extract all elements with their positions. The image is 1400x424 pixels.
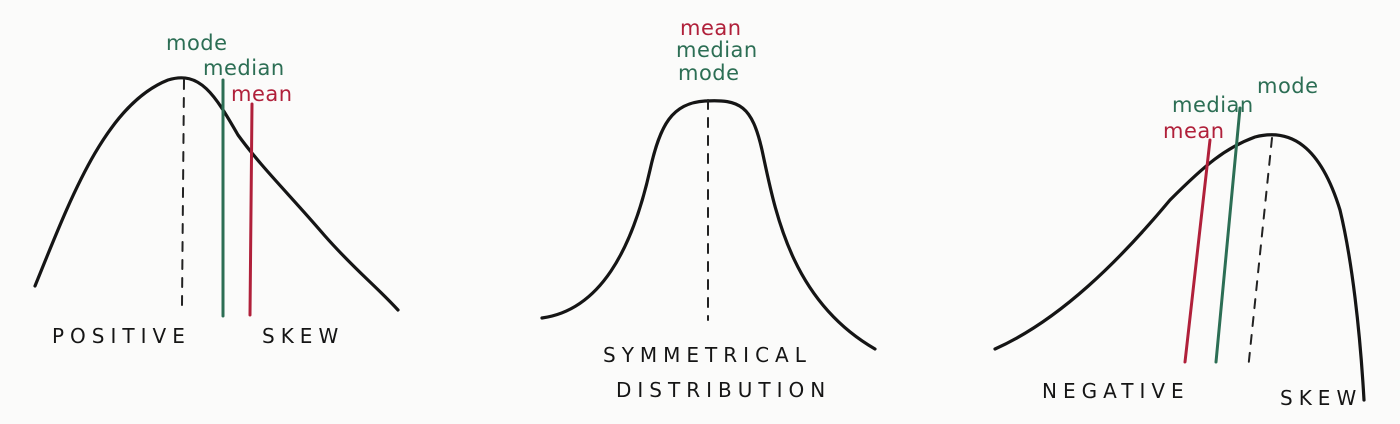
symmetric-median-label: median bbox=[676, 38, 758, 62]
positive-mean-line bbox=[248, 102, 254, 317]
symmetric-mode-label: mode bbox=[678, 61, 740, 85]
positive-mode-label: mode bbox=[166, 31, 228, 55]
negative-mean-line bbox=[1183, 138, 1212, 364]
positive-mean-label: mean bbox=[231, 82, 293, 106]
symmetric-mean-label: mean bbox=[680, 16, 742, 40]
negative-caption-right: SKEW bbox=[1280, 386, 1362, 410]
negative-mode-label: mode bbox=[1257, 74, 1319, 98]
symmetric-curve bbox=[540, 99, 877, 351]
negative-caption-left: NEGATIVE bbox=[1042, 379, 1190, 403]
positive-mode-line bbox=[181, 79, 185, 306]
negative-mode-line bbox=[1247, 137, 1273, 371]
negative-median-label: median bbox=[1172, 93, 1254, 117]
negative-skew-curve bbox=[993, 133, 1366, 402]
positive-median-label: median bbox=[203, 56, 285, 80]
negative-skew-panel: mode median mean NEGATIVE SKEW bbox=[993, 74, 1366, 410]
symmetric-panel: mean median mode SYMMETRICAL DISTRIBUTIO… bbox=[540, 16, 877, 402]
symmetric-caption-line1: SYMMETRICAL bbox=[603, 343, 812, 367]
positive-caption-left: POSITIVE bbox=[52, 324, 191, 348]
positive-skew-panel: mode median mean POSITIVE SKEW bbox=[33, 31, 400, 348]
symmetric-caption-line2: DISTRIBUTION bbox=[616, 378, 831, 402]
negative-median-line bbox=[1214, 106, 1242, 364]
positive-caption-right: SKEW bbox=[262, 324, 344, 348]
negative-mean-label: mean bbox=[1163, 119, 1225, 143]
positive-skew-curve bbox=[33, 76, 400, 312]
